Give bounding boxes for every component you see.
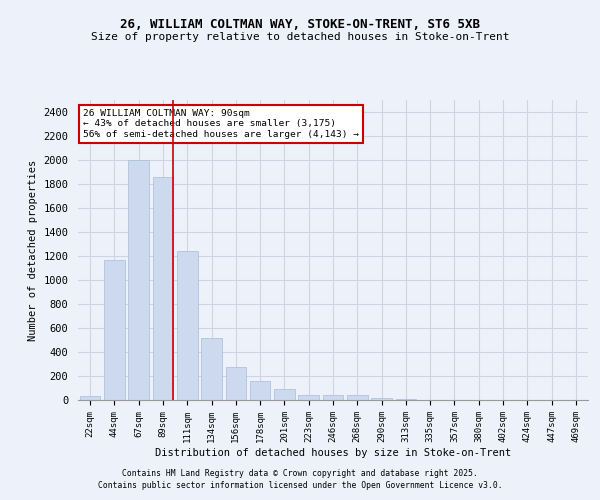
Bar xyxy=(298,394,319,400)
X-axis label: Distribution of detached houses by size in Stoke-on-Trent: Distribution of detached houses by size … xyxy=(155,448,511,458)
Text: Contains HM Land Registry data © Crown copyright and database right 2025.: Contains HM Land Registry data © Crown c… xyxy=(122,468,478,477)
Bar xyxy=(152,177,173,400)
Text: Contains public sector information licensed under the Open Government Licence v3: Contains public sector information licen… xyxy=(98,481,502,490)
Bar xyxy=(226,367,246,400)
Bar xyxy=(128,160,149,400)
Text: 26, WILLIAM COLTMAN WAY, STOKE-ON-TRENT, ST6 5XB: 26, WILLIAM COLTMAN WAY, STOKE-ON-TRENT,… xyxy=(120,18,480,30)
Bar xyxy=(104,260,125,400)
Text: Size of property relative to detached houses in Stoke-on-Trent: Size of property relative to detached ho… xyxy=(91,32,509,42)
Bar xyxy=(347,395,368,400)
Bar xyxy=(274,389,295,400)
Text: 26 WILLIAM COLTMAN WAY: 90sqm
← 43% of detached houses are smaller (3,175)
56% o: 26 WILLIAM COLTMAN WAY: 90sqm ← 43% of d… xyxy=(83,109,359,139)
Y-axis label: Number of detached properties: Number of detached properties xyxy=(28,160,38,340)
Bar xyxy=(80,396,100,400)
Bar xyxy=(177,251,197,400)
Bar xyxy=(323,395,343,400)
Bar xyxy=(201,338,222,400)
Bar xyxy=(371,398,392,400)
Bar xyxy=(250,382,271,400)
